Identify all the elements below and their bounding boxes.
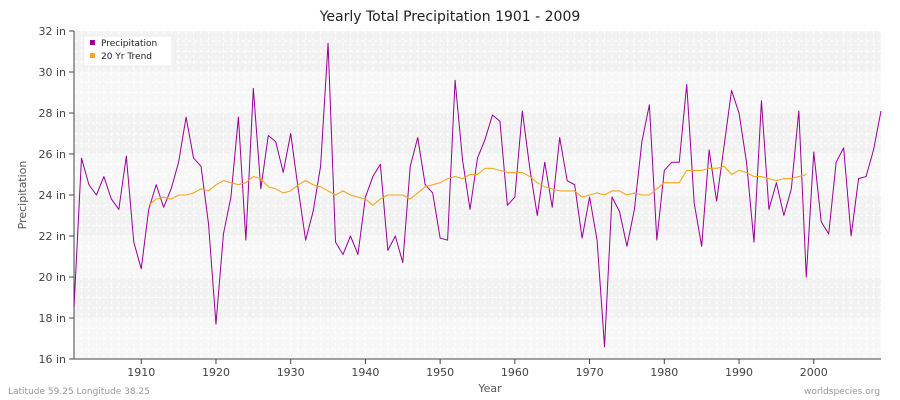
- y-tick-label: 32 in: [38, 25, 66, 38]
- y-tick-label: 18 in: [38, 312, 66, 325]
- x-tick-label: 1970: [576, 366, 604, 379]
- y-tick-label: 30 in: [38, 66, 66, 79]
- x-tick-label: 1940: [351, 366, 379, 379]
- x-tick-label: 1980: [650, 366, 678, 379]
- y-tick-label: 24 in: [38, 189, 66, 202]
- y-tick-label: 16 in: [38, 353, 66, 366]
- series-layer: [73, 42, 882, 348]
- source-footer: worldspecies.org: [804, 387, 880, 397]
- y-tick-label: 26 in: [38, 148, 66, 161]
- legend-label-precipitation: Precipitation: [101, 39, 157, 49]
- legend-box: [83, 35, 173, 67]
- x-tick-label: 1910: [127, 366, 155, 379]
- x-tick-label: 1920: [202, 366, 230, 379]
- x-tick-label: 2000: [800, 366, 828, 379]
- legend-label-trend: 20 Yr Trend: [101, 52, 152, 62]
- y-tick-label: 20 in: [38, 271, 66, 284]
- x-tick-label: 1960: [501, 366, 529, 379]
- trend-line: [148, 165, 807, 206]
- legend-swatch-trend: [90, 53, 95, 58]
- x-axis-label: Year: [477, 382, 502, 395]
- legend: Precipitation 20 Yr Trend: [83, 35, 173, 67]
- y-tick-label: 22 in: [38, 230, 66, 243]
- chart-title: Yearly Total Precipitation 1901 - 2009: [319, 9, 581, 25]
- axis-ticks: 1910 1920 1930 1940 1950 1960 1970 1980 1990 2000…: [38, 25, 827, 379]
- precipitation-line: [73, 42, 882, 348]
- x-tick-label: 1950: [426, 366, 454, 379]
- legend-swatch-precipitation: [90, 40, 95, 45]
- y-tick-label: 28 in: [38, 107, 66, 120]
- x-tick-label: 1990: [725, 366, 753, 379]
- x-tick-label: 1930: [277, 366, 305, 379]
- y-axis-label: Precipitation: [16, 161, 29, 230]
- coordinates-footer: Latitude 59.25 Longitude 38.25: [8, 387, 150, 397]
